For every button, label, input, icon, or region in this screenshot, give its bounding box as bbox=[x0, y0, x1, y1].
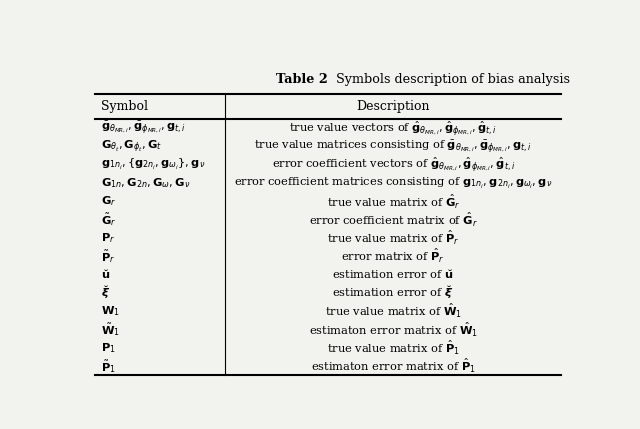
Text: error matrix of $\hat{\mathbf{P}}_r$: error matrix of $\hat{\mathbf{P}}_r$ bbox=[342, 247, 445, 266]
Text: $\mathbf{P}_r$: $\mathbf{P}_r$ bbox=[101, 231, 115, 245]
Text: error coefficient vectors of $\hat{\mathbf{g}}_{\theta_{MR,i}}, \hat{\mathbf{g}}: error coefficient vectors of $\hat{\math… bbox=[271, 156, 515, 174]
Text: estimaton error matrix of $\hat{\mathbf{W}}_1$: estimaton error matrix of $\hat{\mathbf{… bbox=[308, 320, 478, 338]
Text: error coefficient matrix of $\hat{\mathbf{G}}_r$: error coefficient matrix of $\hat{\mathb… bbox=[309, 211, 477, 229]
Text: $\mathbf{P}_1$: $\mathbf{P}_1$ bbox=[101, 341, 116, 355]
Text: estimation error of $\breve{\boldsymbol{\xi}}$: estimation error of $\breve{\boldsymbol{… bbox=[332, 284, 454, 302]
Text: true value matrix of $\hat{\mathbf{P}}_r$: true value matrix of $\hat{\mathbf{P}}_r… bbox=[327, 229, 460, 247]
Text: $\tilde{\mathbf{P}}_r$: $\tilde{\mathbf{P}}_r$ bbox=[101, 248, 115, 265]
Text: $\mathbf{G}_{\theta_t}, \mathbf{G}_{\phi_t}, \mathbf{G}_t$: $\mathbf{G}_{\theta_t}, \mathbf{G}_{\phi… bbox=[101, 139, 162, 155]
Text: $\tilde{\mathbf{W}}_1$: $\tilde{\mathbf{W}}_1$ bbox=[101, 321, 120, 338]
Text: $\tilde{\mathbf{G}}_r$: $\tilde{\mathbf{G}}_r$ bbox=[101, 211, 116, 228]
Text: $\breve{\mathbf{u}}$: $\breve{\mathbf{u}}$ bbox=[101, 268, 110, 281]
Text: $\mathbf{g}_{1n_i}, \{\mathbf{g}_{2n_i}, \mathbf{g}_{\omega_i}\}, \mathbf{g}_{\n: $\mathbf{g}_{1n_i}, \{\mathbf{g}_{2n_i},… bbox=[101, 157, 205, 172]
Text: $\mathbf{W}_1$: $\mathbf{W}_1$ bbox=[101, 304, 120, 318]
Text: $\mathbf{G}_{1n}, \mathbf{G}_{2n}, \mathbf{G}_{\omega}, \mathbf{G}_{\nu}$: $\mathbf{G}_{1n}, \mathbf{G}_{2n}, \math… bbox=[101, 176, 190, 190]
Text: Table 2: Table 2 bbox=[276, 73, 328, 86]
Text: estimation error of $\breve{\mathbf{u}}$: estimation error of $\breve{\mathbf{u}}$ bbox=[332, 268, 454, 281]
Text: Symbols description of bias analysis: Symbols description of bias analysis bbox=[328, 73, 570, 86]
Text: error coefficient matrices consisting of $\mathbf{g}_{1n_i}, \mathbf{g}_{2n_i}, : error coefficient matrices consisting of… bbox=[234, 175, 552, 191]
Text: true value matrices consisting of $\bar{\mathbf{g}}_{\theta_{MR,i}}, \bar{\mathb: true value matrices consisting of $\bar{… bbox=[254, 139, 532, 155]
Text: $\tilde{\mathbf{P}}_1$: $\tilde{\mathbf{P}}_1$ bbox=[101, 358, 116, 375]
Text: true value vectors of $\hat{\mathbf{g}}_{\theta_{MR,i}}, \hat{\mathbf{g}}_{\phi_: true value vectors of $\hat{\mathbf{g}}_… bbox=[289, 119, 497, 138]
Text: true value matrix of $\hat{\mathbf{W}}_1$: true value matrix of $\hat{\mathbf{W}}_1… bbox=[324, 302, 462, 320]
Text: estimaton error matrix of $\hat{\mathbf{P}}_1$: estimaton error matrix of $\hat{\mathbf{… bbox=[311, 357, 476, 375]
Text: Description: Description bbox=[356, 100, 430, 113]
Text: $\breve{\boldsymbol{\xi}}$: $\breve{\boldsymbol{\xi}}$ bbox=[101, 284, 110, 302]
Text: $\mathbf{G}_r$: $\mathbf{G}_r$ bbox=[101, 195, 116, 208]
Text: Symbol: Symbol bbox=[101, 100, 148, 113]
Text: true value matrix of $\hat{\mathbf{P}}_1$: true value matrix of $\hat{\mathbf{P}}_1… bbox=[327, 338, 460, 357]
Text: $\bar{\mathbf{g}}_{\theta_{MR,i}}, \bar{\mathbf{g}}_{\phi_{MR,i}}, \mathbf{g}_{t: $\bar{\mathbf{g}}_{\theta_{MR,i}}, \bar{… bbox=[101, 120, 186, 136]
Text: true value matrix of $\hat{\mathbf{G}}_r$: true value matrix of $\hat{\mathbf{G}}_r… bbox=[326, 192, 460, 211]
